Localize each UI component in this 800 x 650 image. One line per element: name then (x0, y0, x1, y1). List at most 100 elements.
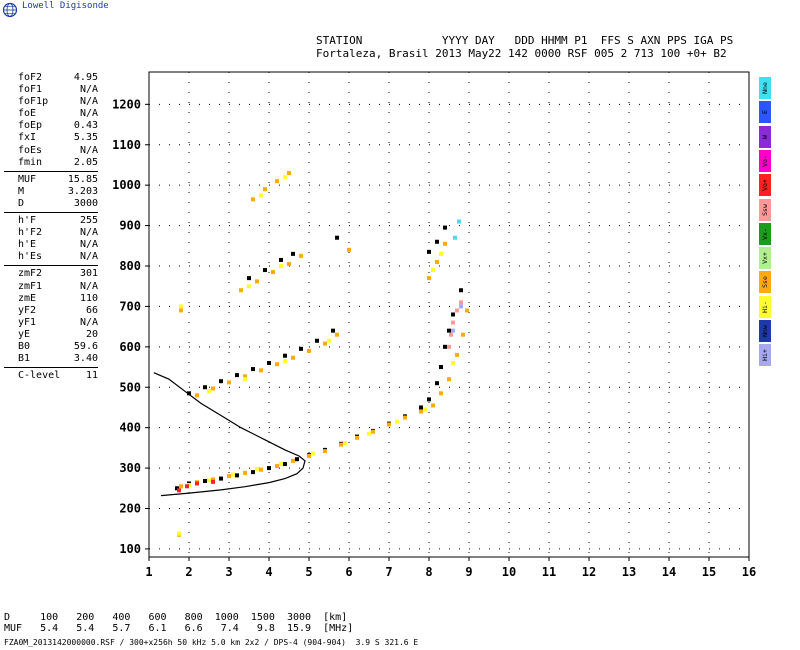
echo-point (403, 415, 407, 420)
echo-point (227, 380, 231, 385)
param-value: 20 (85, 328, 98, 340)
param-value: 4.95 (73, 72, 98, 83)
param-value: 3.40 (73, 353, 98, 365)
echo-point (315, 338, 319, 343)
legend-item: Vx- (759, 222, 771, 245)
legend-item-label: Vx+ (761, 252, 769, 264)
echo-point (307, 453, 311, 458)
echo-point (451, 312, 455, 317)
y-tick-label: 700 (119, 299, 141, 313)
y-tick-label: 1000 (112, 178, 141, 192)
echo-point (251, 367, 255, 372)
echo-point (367, 431, 371, 436)
echo-point (187, 391, 191, 396)
echo-point (211, 477, 215, 482)
echo-point (211, 386, 215, 391)
param-separator (4, 212, 98, 214)
echo-point (283, 175, 287, 180)
y-tick-label: 1100 (112, 138, 141, 152)
param-label: zmE (18, 292, 37, 304)
param-row: zmE 110 (4, 293, 98, 305)
echo-point (339, 442, 343, 447)
param-label: foF1 (18, 84, 43, 96)
param-value: 255 (79, 215, 98, 227)
brand-label: Lowell Digisonde (22, 1, 109, 11)
echo-point (179, 308, 183, 313)
echo-point (455, 308, 459, 313)
param-row: foEp 0.43 (4, 120, 98, 132)
echo-point (355, 435, 359, 440)
param-row: foE N/A (4, 108, 98, 120)
param-value: 59.6 (73, 340, 98, 352)
legend-item-label: Ssw (761, 203, 769, 216)
echo-point (295, 457, 299, 462)
echo-point (299, 253, 303, 258)
echo-point (439, 391, 443, 396)
param-row: yE 20 (4, 329, 98, 341)
echo-point (203, 385, 207, 390)
echo-point (431, 403, 435, 408)
y-tick-label: 100 (119, 542, 141, 556)
param-value: N/A (79, 280, 98, 292)
echo-point (443, 225, 447, 230)
echo-point (243, 374, 247, 379)
param-label: B0 (18, 340, 31, 352)
echo-point (203, 479, 207, 484)
echo-point (459, 300, 463, 305)
param-value: 5.35 (73, 132, 98, 144)
echo-point (299, 346, 303, 351)
param-label: foF1p (18, 96, 49, 108)
param-label: C-level (18, 370, 61, 382)
legend-item-label: Vo+ (761, 179, 769, 192)
param-label: h'F2 (18, 227, 43, 239)
param-separator (4, 367, 98, 369)
echo-point (271, 270, 275, 275)
echo-point (371, 429, 375, 434)
x-tick-label: 14 (662, 565, 676, 579)
echo-point (283, 462, 287, 467)
x-tick-label: 9 (465, 565, 472, 579)
param-row: MUF 15.85 (4, 174, 98, 186)
x-tick-label: 7 (385, 565, 392, 579)
legend-item: Nne (759, 77, 771, 99)
legend-item-label: Nnw (761, 325, 769, 337)
echo-point (267, 361, 271, 365)
param-row: h'Es N/A (4, 251, 98, 263)
echo-point (179, 484, 183, 489)
echo-point (279, 264, 283, 268)
echo-point (235, 473, 239, 478)
echo-point (323, 341, 327, 346)
param-label: yE (18, 328, 31, 340)
param-value: N/A (79, 239, 98, 251)
muf-table-muf-row: MUF 5.4 5.4 5.7 6.1 6.6 7.4 9.8 15.9 [MH… (4, 623, 354, 634)
param-row: foEs N/A (4, 145, 98, 157)
param-row: foF1p N/A (4, 96, 98, 108)
param-value: 11 (85, 370, 98, 382)
echo-point (279, 462, 283, 467)
echo-point (247, 284, 251, 289)
echo-point (439, 251, 443, 256)
echo-point (451, 320, 455, 325)
echo-point (451, 328, 455, 333)
echo-point (439, 365, 443, 370)
param-value: 66 (85, 304, 98, 316)
echo-point (435, 259, 439, 264)
echo-point (447, 377, 451, 382)
x-tick-label: 4 (265, 565, 272, 579)
echo-point (455, 352, 459, 357)
echo-point (255, 279, 259, 284)
param-row: zmF2 301 (4, 268, 98, 280)
echo-point (457, 219, 461, 224)
echo-point (447, 344, 451, 349)
echo-point (307, 348, 311, 353)
param-label: D (18, 197, 25, 209)
param-value: 301 (79, 268, 98, 280)
echo-point (291, 355, 295, 360)
echo-point (323, 449, 327, 454)
x-tick-label: 11 (542, 565, 556, 579)
param-row: M 3.203 (4, 186, 98, 198)
legend-item: Vx+ (759, 247, 771, 270)
y-tick-label: 900 (119, 219, 141, 233)
param-value: 110 (79, 292, 98, 304)
y-tick-label: 800 (119, 259, 141, 273)
